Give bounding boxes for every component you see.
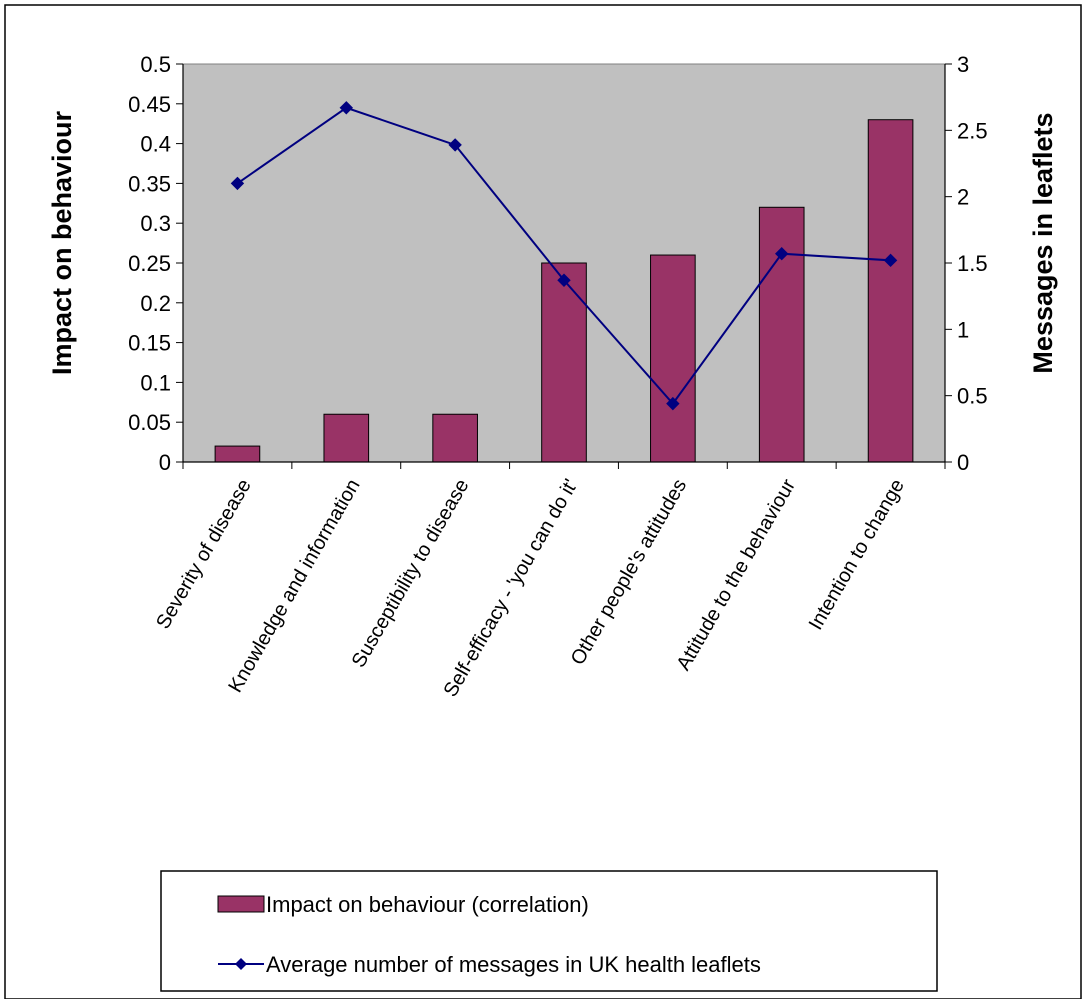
line-point — [557, 273, 571, 287]
y2-tick-label: 1 — [957, 317, 969, 342]
y-tick-label: 0.2 — [140, 291, 171, 316]
legend-bar-label: Impact on behaviour (correlation) — [266, 892, 589, 917]
y-tick-label: 0.3 — [140, 211, 171, 236]
bar — [758, 206, 805, 463]
bar — [214, 445, 261, 463]
y2-tick-label: 0 — [957, 450, 969, 475]
y-tick-label: 0.35 — [128, 171, 171, 196]
line-point — [666, 396, 680, 411]
left-axis-ticks: 0 0.05 0.1 0.15 0.2 0.25 0.3 0.35 0.4 0.45 0.5 — [128, 52, 183, 475]
y-tick-label: 0.4 — [140, 132, 171, 157]
bar — [650, 254, 696, 463]
right-axis-ticks: 0 0.5 1 1.5 2 2.5 3 — [945, 52, 988, 475]
legend-line-marker — [235, 958, 247, 970]
y-tick-label: 0.45 — [128, 92, 171, 117]
line-point — [230, 176, 245, 191]
line-point — [339, 101, 353, 115]
line-series — [230, 101, 898, 411]
y-tick-label: 0.05 — [128, 410, 171, 435]
y-axis-title: Impact on behaviour — [47, 110, 77, 375]
line-point — [448, 138, 462, 152]
legend-bar-swatch — [217, 895, 265, 913]
y2-tick-label: 2 — [957, 185, 969, 210]
bar — [432, 413, 478, 463]
y2-tick-label: 0.5 — [957, 384, 988, 409]
line-point — [775, 247, 789, 261]
bar — [323, 413, 370, 463]
y-tick-label: 0.1 — [140, 370, 171, 395]
y2-axis-title: Messages in leaflets — [1028, 112, 1058, 373]
bar — [541, 262, 587, 463]
y-tick-label: 0.25 — [128, 251, 171, 276]
y-tick-label: 0 — [159, 450, 171, 475]
legend-box — [160, 870, 938, 992]
y-tick-label: 0.15 — [128, 331, 171, 356]
legend-line-label: Average number of messages in UK health … — [266, 952, 761, 977]
y2-tick-label: 3 — [957, 52, 969, 77]
bar — [867, 119, 914, 463]
y2-tick-label: 1.5 — [957, 251, 988, 276]
legend: Impact on behaviour (correlation) Averag… — [160, 870, 938, 992]
line-point — [883, 253, 898, 268]
y2-tick-label: 2.5 — [957, 118, 988, 143]
y-tick-label: 0.5 — [140, 52, 171, 77]
